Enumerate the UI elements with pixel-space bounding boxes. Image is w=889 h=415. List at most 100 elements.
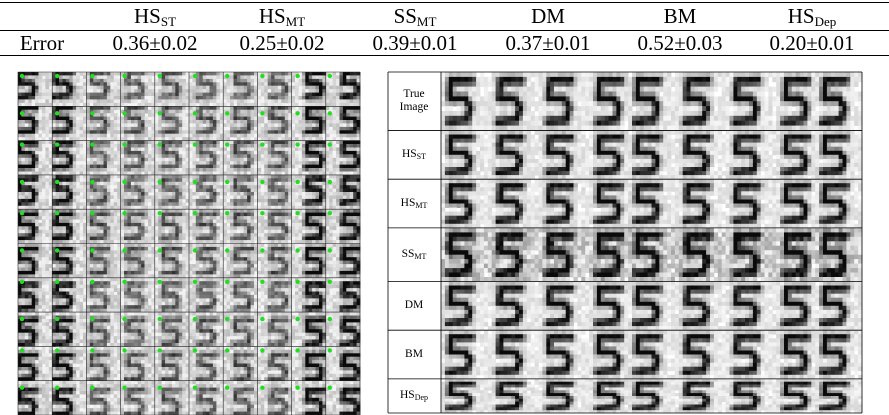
pixel [107,178,111,182]
pixel [189,117,193,121]
pixel [309,123,313,127]
pixel [251,99,255,103]
pixel [145,72,149,76]
pixel [350,220,354,224]
pixel [326,189,330,193]
pixel [237,110,241,114]
pixel [114,220,118,224]
pixel [93,220,97,224]
pixel [32,72,36,76]
pixel [237,175,241,179]
pixel [25,134,29,138]
pixel [114,178,118,182]
pixel [230,226,234,230]
pixel [52,185,56,189]
pixel [63,233,67,237]
pixel [56,226,60,230]
pixel [343,110,347,114]
pixel [237,117,241,121]
pixel [63,209,67,213]
pixel [189,233,193,237]
pixel [210,127,214,131]
pixel [155,175,159,179]
pixel [295,93,299,97]
pixel [227,86,231,90]
pixel [138,123,142,127]
pixel [73,213,77,217]
pixel [309,148,313,152]
pixel [230,141,234,145]
pixel [32,168,36,172]
pixel [90,202,94,206]
pixel [210,161,214,165]
pixel [350,178,354,182]
pixel [257,123,261,127]
pixel [240,141,244,145]
pixel [97,86,101,90]
pixel [230,93,234,97]
pixel [32,199,36,203]
pixel [66,93,70,97]
pixel [340,106,344,110]
pixel [319,110,323,114]
pixel [340,216,344,220]
pixel [353,230,357,234]
pixel [182,127,186,131]
pixel [206,199,210,203]
pixel [158,233,162,237]
pixel [203,75,207,79]
pixel [182,130,186,134]
pixel [223,127,227,131]
pixel [100,93,104,97]
pixel [69,148,73,152]
pixel [73,117,77,121]
pixel [292,220,296,224]
pixel [86,161,90,165]
pixel [175,93,179,97]
pixel [237,168,241,172]
pixel [281,196,285,200]
pixel [257,168,261,172]
pixel [285,106,289,110]
pixel [275,192,279,196]
pixel [230,113,234,117]
pixel [264,237,268,241]
pixel [32,106,36,110]
pixel [261,237,265,241]
pixel [63,213,67,217]
pixel [66,161,70,165]
pixel [69,86,73,90]
pixel [247,113,251,117]
pixel [45,199,49,203]
pixel [216,144,220,148]
pixel [309,189,313,193]
pixel [93,175,97,179]
pixel [285,168,289,172]
pixel [251,93,255,97]
pixel [165,230,169,234]
pixel [281,154,285,158]
pixel [56,220,60,224]
pixel [234,220,238,224]
pixel [162,216,166,220]
pixel [63,144,67,148]
pixel [237,202,241,206]
pixel [216,110,220,114]
pixel [309,72,313,76]
pixel [63,154,67,158]
pixel [21,216,25,220]
pixel [192,106,196,110]
pixel [124,89,128,93]
pixel [227,202,231,206]
pixel [261,154,265,158]
pixel [271,96,275,100]
pixel [39,189,43,193]
pixel [237,213,241,217]
pixel [69,117,73,121]
pixel [333,226,337,230]
pixel [131,216,135,220]
pixel [261,165,265,169]
pixel [127,151,131,155]
pixel [63,86,67,90]
pixel [104,134,108,138]
